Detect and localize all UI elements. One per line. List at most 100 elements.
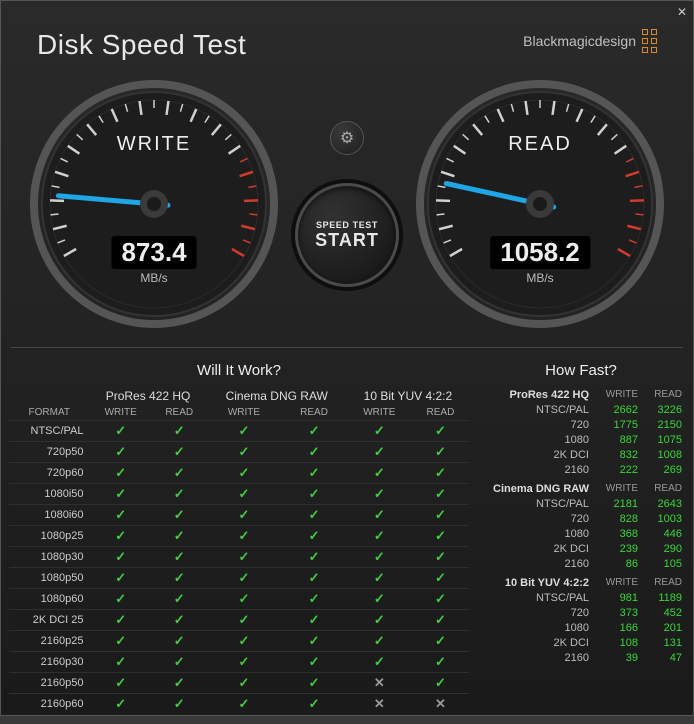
hf-label: NTSC/PAL [477, 590, 597, 605]
start-button-title: START [315, 230, 379, 251]
hf-label: 2160 [477, 556, 597, 571]
check-cell: ✓ [152, 652, 207, 673]
hf-label: 720 [477, 417, 597, 432]
check-cell: ✓ [347, 442, 412, 463]
check-cell: ✓ [347, 547, 412, 568]
hf-label: 720 [477, 605, 597, 620]
table-row: 1080p50✓✓✓✓✓✓ [9, 568, 469, 589]
hf-row: NTSC/PAL21812643 [477, 496, 685, 511]
check-cell: ✓ [412, 610, 469, 631]
codec-header: Cinema DNG RAW [207, 387, 347, 405]
hf-label: 1080 [477, 432, 597, 447]
start-button[interactable]: SPEED TEST START [295, 183, 399, 287]
check-cell: ✓ [152, 463, 207, 484]
format-label: 1080p60 [9, 589, 90, 610]
check-cell: ✓ [207, 505, 282, 526]
hf-label: 720 [477, 511, 597, 526]
hf-row: 1080166201 [477, 620, 685, 635]
check-cell: ✓ [281, 673, 347, 694]
format-label: 1080i60 [9, 505, 90, 526]
check-cell: ✓ [152, 568, 207, 589]
read-unit: MB/s [490, 271, 590, 285]
sub-header: WRITE [207, 405, 282, 421]
check-cell: ✓ [90, 463, 152, 484]
check-cell: ✓ [152, 673, 207, 694]
close-icon[interactable]: ✕ [677, 5, 687, 19]
table-row: 2160p50✓✓✓✓✕✓ [9, 673, 469, 694]
brand-label: Blackmagicdesign [523, 33, 636, 49]
app-title: Disk Speed Test [37, 29, 246, 61]
table-row: 1080i50✓✓✓✓✓✓ [9, 484, 469, 505]
hf-read-val: 2150 [641, 417, 685, 432]
sub-header: READ [152, 405, 207, 421]
hf-write-val: 368 [597, 526, 641, 541]
format-label: 2160p50 [9, 673, 90, 694]
hf-read-val: 201 [641, 620, 685, 635]
hf-row: 7208281003 [477, 511, 685, 526]
check-cell: ✓ [281, 568, 347, 589]
check-cell: ✓ [412, 484, 469, 505]
check-cell: ✓ [207, 442, 282, 463]
check-cell: ✓ [281, 547, 347, 568]
check-cell: ✓ [152, 505, 207, 526]
check-cell: ✓ [207, 610, 282, 631]
hf-write-val: 39 [597, 650, 641, 665]
check-cell: ✓ [90, 589, 152, 610]
check-cell: ✓ [207, 568, 282, 589]
hf-read-val: 290 [641, 541, 685, 556]
write-gauge-dial [29, 79, 279, 329]
check-cell: ✓ [207, 484, 282, 505]
check-cell: ✓ [90, 547, 152, 568]
check-cell: ✓ [207, 631, 282, 652]
hf-label: 2K DCI [477, 541, 597, 556]
hf-row: 1080368446 [477, 526, 685, 541]
table-row: 1080p30✓✓✓✓✓✓ [9, 547, 469, 568]
check-cell: ✓ [90, 673, 152, 694]
hf-read-val: 2643 [641, 496, 685, 511]
hf-write-val: 2181 [597, 496, 641, 511]
hf-label: NTSC/PAL [477, 402, 597, 417]
check-cell: ✓ [90, 526, 152, 547]
check-cell: ✓ [281, 463, 347, 484]
check-cell: ✓ [281, 610, 347, 631]
hf-write-val: 832 [597, 447, 641, 462]
table-row: NTSC/PAL✓✓✓✓✓✓ [9, 421, 469, 442]
check-cell: ✕ [347, 694, 412, 715]
format-header: FORMAT [9, 405, 90, 421]
hf-write-val: 981 [597, 590, 641, 605]
hf-write-val: 222 [597, 462, 641, 477]
format-label: 1080p30 [9, 547, 90, 568]
check-cell: ✓ [347, 631, 412, 652]
check-cell: ✓ [207, 421, 282, 442]
hf-read-val: 1189 [641, 590, 685, 605]
format-label: 2K DCI 25 [9, 610, 90, 631]
table-row: 1080p60✓✓✓✓✓✓ [9, 589, 469, 610]
check-cell: ✓ [281, 505, 347, 526]
settings-button[interactable]: ⚙ [330, 121, 364, 155]
hf-row: 216086105 [477, 556, 685, 571]
hf-section-title: ProRes 422 HQ [477, 387, 597, 402]
brand: Blackmagicdesign [523, 29, 657, 53]
sub-header: READ [281, 405, 347, 421]
hf-write-val: 166 [597, 620, 641, 635]
check-cell: ✓ [152, 442, 207, 463]
format-label: 1080p50 [9, 568, 90, 589]
check-cell: ✕ [412, 694, 469, 715]
gear-icon: ⚙ [340, 128, 354, 148]
hf-write-val: 2662 [597, 402, 641, 417]
how-fast-table: ProRes 422 HQWRITEREADNTSC/PAL2662322672… [477, 387, 685, 669]
check-cell: ✓ [412, 568, 469, 589]
format-label: 1080p25 [9, 526, 90, 547]
hf-section-title: 10 Bit YUV 4:2:2 [477, 575, 597, 590]
hf-section-title: Cinema DNG RAW [477, 481, 597, 496]
app-window: ✕ Disk Speed Test Blackmagicdesign WRITE… [0, 0, 694, 716]
hf-write-hdr: WRITE [597, 387, 641, 402]
check-cell: ✓ [207, 547, 282, 568]
hf-label: 1080 [477, 526, 597, 541]
hf-label: 2K DCI [477, 447, 597, 462]
check-cell: ✕ [347, 673, 412, 694]
hf-read-val: 47 [641, 650, 685, 665]
hf-row: 2160222269 [477, 462, 685, 477]
check-cell: ✓ [90, 610, 152, 631]
will-it-work-title: Will It Work? [9, 356, 469, 387]
